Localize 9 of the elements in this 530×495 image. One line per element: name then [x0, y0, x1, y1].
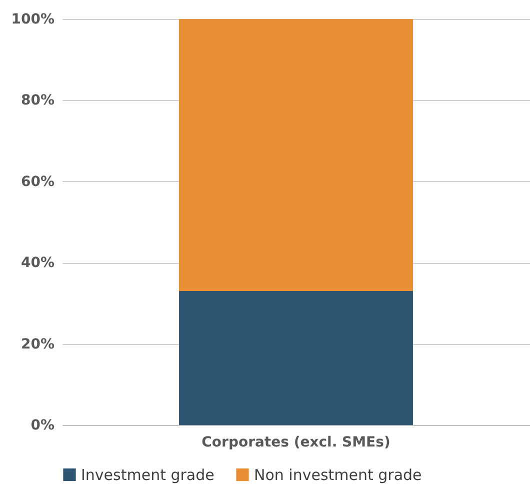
x-tick-label: Corporates (excl. SMEs) [202, 434, 390, 450]
y-tick-label: 20% [20, 336, 54, 352]
y-tick-label: 100% [11, 12, 54, 28]
y-tick-label: 60% [20, 174, 54, 190]
legend-label: Non investment grade [254, 466, 422, 484]
y-tick-label: 40% [20, 255, 54, 272]
y-tick-label: 80% [20, 92, 54, 109]
legend-label: Investment grade [81, 466, 214, 484]
y-tick-label: 0% [30, 418, 54, 434]
